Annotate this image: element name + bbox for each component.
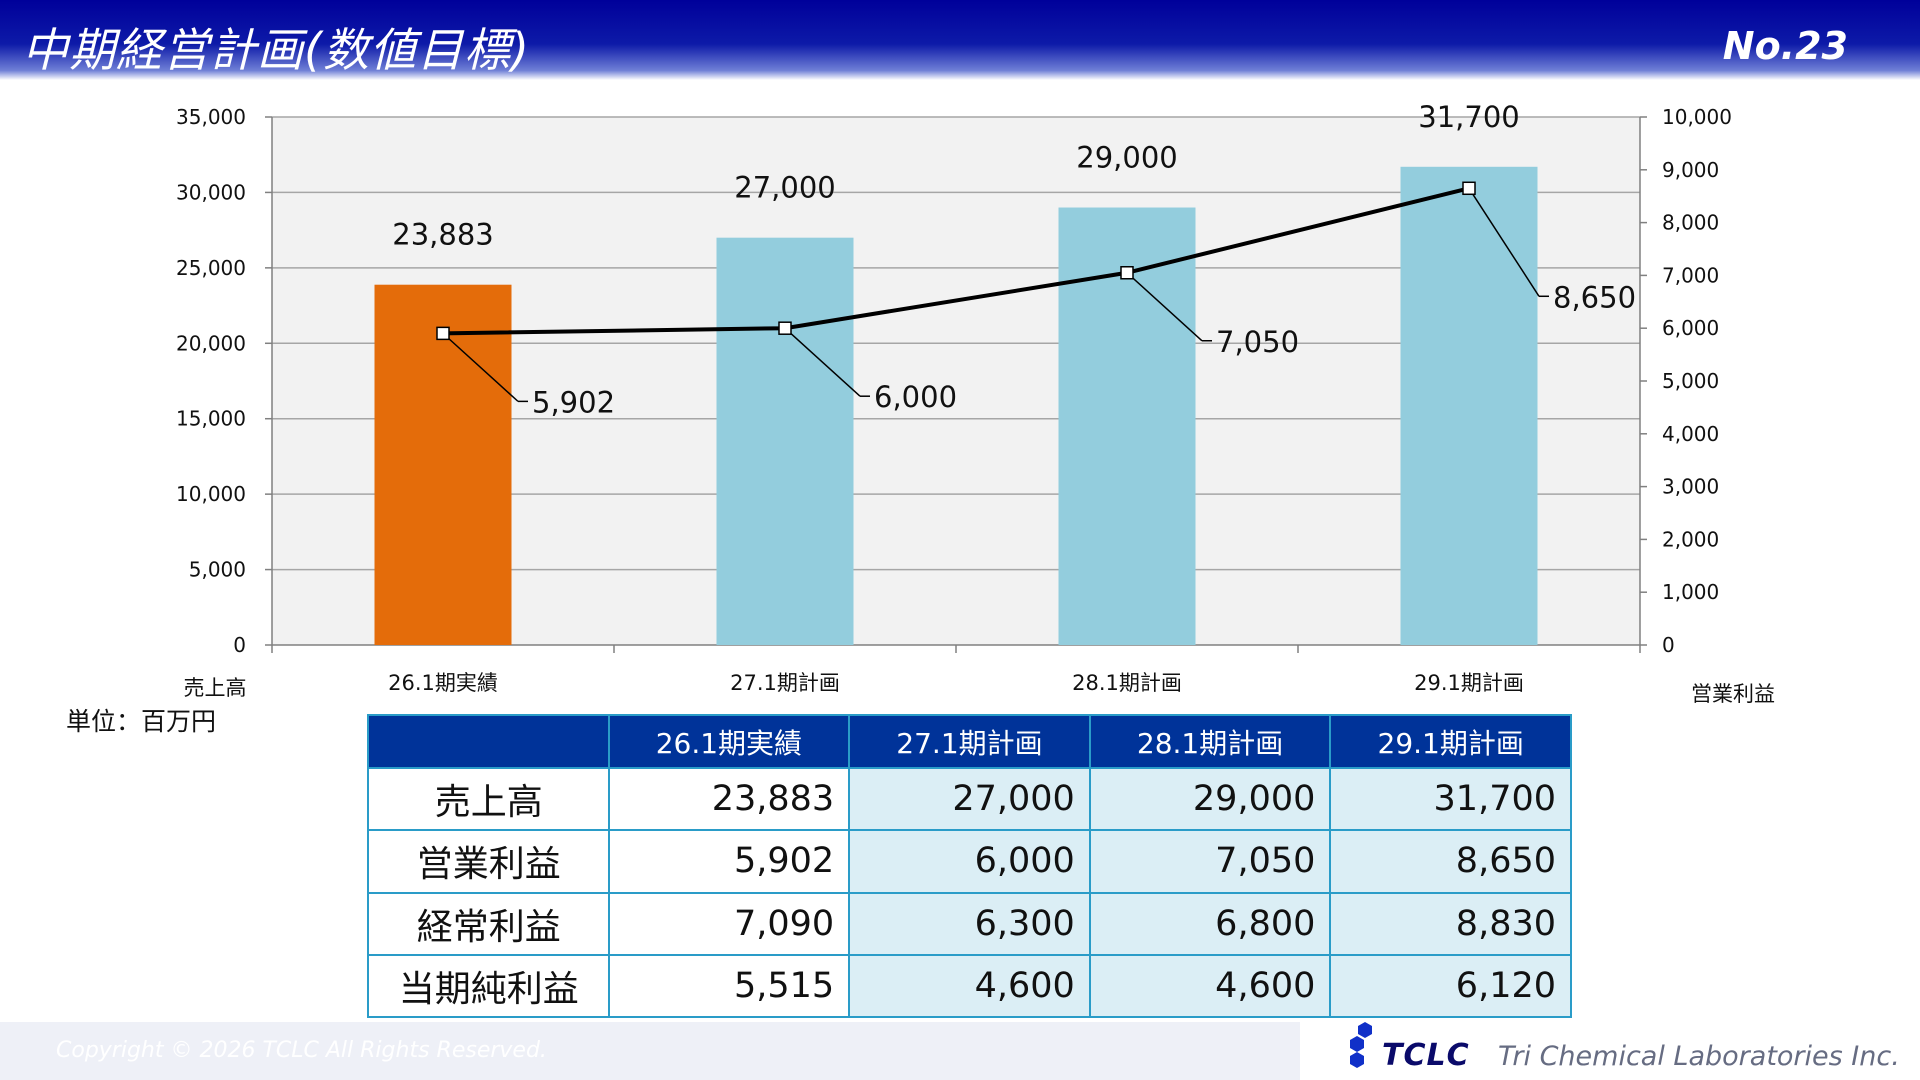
combo-chart: 0 5,000 10,000 15,000 20,000 25,000 30,000 35,0… [176,100,1775,706]
y-tick-label: 0 [233,633,246,657]
y2-tick-label: 8,000 [1662,211,1719,235]
data-table: 26.1期実績 27.1期計画 28.1期計画 29.1期計画 売上高 23,8… [367,714,1572,1019]
table-row: 当期純利益 5,515 4,600 4,600 6,120 [367,953,1572,1019]
table-cell: 5,515 [607,953,851,1019]
line-point [1120,266,1134,280]
table-header-cell: 28.1期計画 [1088,714,1332,769]
y-axis-title: 売上高 [184,676,247,700]
bar-data-label: 31,700 [1418,100,1519,134]
y-tick-label: 10,000 [176,482,246,506]
table-cell: 31,700 [1329,766,1572,832]
table-cell: 4,600 [1088,953,1332,1019]
y2-tick-label: 5,000 [1662,369,1719,393]
leader-line [442,332,519,402]
company-name: Tri Chemical Laboratories Inc. [1498,1041,1900,1072]
series-line [442,186,1470,336]
y2-tick-label: 7,000 [1662,263,1719,287]
x-tick-label: 27.1期計画 [730,671,840,695]
y2-tick-label: 3,000 [1662,475,1719,499]
bar-data-label: 29,000 [1076,141,1177,175]
y2-tick-label: 9,000 [1662,158,1719,182]
copyright-text: Copyright © 2026 TCLC All Rights Reserve… [56,1038,547,1063]
leader-line [784,327,861,397]
table-cell: 8,830 [1329,891,1572,956]
y2-tick-label: 4,000 [1662,422,1719,446]
table-cell: 6,000 [848,829,1091,894]
leader-line [1468,187,1540,297]
y2-tick-label: 10,000 [1662,105,1732,129]
page-number: No.23 [1722,24,1848,68]
line-point [436,326,450,341]
y2-tick-label: 2,000 [1662,527,1719,551]
table-header-row: 26.1期実績 27.1期計画 28.1期計画 29.1期計画 [367,714,1572,769]
table-header-cell: 27.1期計画 [848,714,1091,769]
line-data-label: 5,902 [532,385,615,419]
bar-data-label: 23,883 [392,218,493,252]
y-tick-label: 15,000 [176,407,246,431]
bar [716,237,854,645]
y2-tick-label: 0 [1662,633,1675,657]
footer-band [0,1022,1300,1080]
line-point [1462,181,1476,196]
line-data-label: 7,050 [1216,325,1299,359]
line-data-label: 8,650 [1553,280,1636,314]
line-data-label: 6,000 [874,380,957,414]
table-cell: 29,000 [1088,766,1332,832]
y-tick-label: 25,000 [176,256,246,280]
row-label: 経常利益 [367,891,610,956]
bar [1400,166,1538,646]
table-row: 経常利益 7,090 6,300 6,800 8,830 [367,891,1572,956]
table-header-corner [367,714,610,769]
logo-hexagon-icon [1350,1022,1372,1068]
y-tick-label: 30,000 [176,180,246,204]
table-header-cell: 29.1期計画 [1329,714,1572,769]
line-point [778,321,792,335]
table-cell: 7,090 [607,891,851,956]
bar-data-label: 27,000 [734,171,835,205]
table-row: 営業利益 5,902 6,000 7,050 8,650 [367,829,1572,894]
y-tick-label: 5,000 [189,558,246,582]
row-label: 当期純利益 [367,953,610,1019]
table-row: 売上高 23,883 27,000 29,000 31,700 [367,766,1572,832]
logo: TCLC [1382,1038,1470,1073]
y2-tick-label: 1,000 [1662,580,1719,604]
y2-tick-label: 6,000 [1662,316,1719,340]
table-cell: 6,120 [1329,953,1572,1019]
table-cell: 6,800 [1088,891,1332,956]
table-cell: 8,650 [1329,829,1572,894]
y-tick-label: 35,000 [176,105,246,129]
table-cell: 23,883 [607,766,851,832]
x-tick-label: 26.1期実績 [388,671,498,695]
row-label: 売上高 [367,766,610,832]
page-title: 中期経営計画(数値目標) [22,23,530,77]
table-cell: 5,902 [607,829,851,894]
table-cell: 27,000 [848,766,1091,832]
y-tick-label: 20,000 [176,331,246,355]
x-tick-label: 29.1期計画 [1414,671,1524,695]
y2-axis-title: 営業利益 [1691,682,1775,706]
table-cell: 6,300 [848,891,1091,956]
bar [374,284,512,645]
x-tick-label: 28.1期計画 [1072,671,1182,695]
leader-line [1126,272,1203,342]
table-cell: 7,050 [1088,829,1332,894]
unit-label: 単位：百万円 [66,707,217,736]
header-bar: 中期経営計画(数値目標) No.23 [0,0,1920,80]
table-header-cell: 26.1期実績 [607,714,851,769]
table-cell: 4,600 [848,953,1091,1019]
row-label: 営業利益 [367,829,610,894]
